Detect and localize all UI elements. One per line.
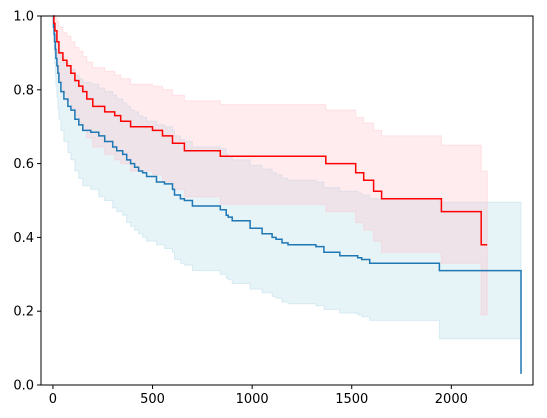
survival-curve-2	[53, 15, 488, 246]
y-tick-label: 0.0	[13, 379, 34, 394]
x-axis: 0 500 1000 1500 2000	[49, 385, 468, 407]
survival-curve-1	[52, 15, 522, 374]
x-tick-label: 1000	[236, 392, 269, 407]
y-tick-label: 0.6	[13, 157, 34, 172]
y-tick-label: 0.8	[13, 83, 34, 98]
x-tick-label: 0	[49, 392, 57, 407]
x-tick-label: 500	[140, 392, 165, 407]
survival-curves	[52, 15, 522, 374]
y-tick-label: 1.0	[13, 10, 34, 25]
confidence-bands	[53, 15, 522, 340]
plot-frame	[40, 15, 534, 386]
x-tick-label: 2000	[435, 392, 468, 407]
y-tick-label: 0.2	[13, 305, 34, 320]
x-tick-label: 1500	[335, 392, 368, 407]
y-axis: 0.0 0.2 0.4 0.6 0.8 1.0	[13, 10, 41, 394]
y-tick-label: 0.4	[13, 231, 34, 246]
